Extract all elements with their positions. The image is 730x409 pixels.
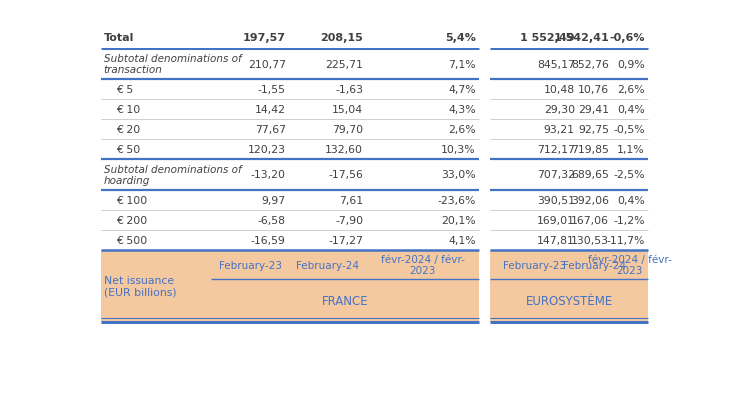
- Text: 7,1%: 7,1%: [448, 59, 476, 70]
- Text: 10,48: 10,48: [544, 85, 575, 95]
- Text: 169,01: 169,01: [537, 216, 575, 225]
- Text: 390,51: 390,51: [537, 196, 575, 205]
- Text: € 20: € 20: [116, 125, 140, 135]
- Text: -1,2%: -1,2%: [613, 216, 645, 225]
- Text: 1 552,49: 1 552,49: [520, 34, 575, 43]
- Text: 79,70: 79,70: [332, 125, 364, 135]
- Text: 197,57: 197,57: [243, 34, 285, 43]
- Text: 10,76: 10,76: [578, 85, 609, 95]
- Text: 33,0%: 33,0%: [441, 170, 476, 180]
- Text: -0,6%: -0,6%: [609, 34, 645, 43]
- Text: -0,5%: -0,5%: [613, 125, 645, 135]
- Text: 707,32: 707,32: [537, 170, 575, 180]
- Text: févr-2024 / févr-
2023: févr-2024 / févr- 2023: [588, 254, 672, 276]
- Text: -17,27: -17,27: [328, 235, 364, 245]
- Text: -13,20: -13,20: [251, 170, 285, 180]
- Text: 9,97: 9,97: [261, 196, 285, 205]
- Text: 7,61: 7,61: [339, 196, 364, 205]
- Bar: [101, 250, 479, 322]
- Text: 0,4%: 0,4%: [617, 196, 645, 205]
- Text: 2,6%: 2,6%: [448, 125, 476, 135]
- Text: 14,42: 14,42: [255, 105, 285, 115]
- Text: -1,55: -1,55: [258, 85, 285, 95]
- Text: € 50: € 50: [116, 145, 140, 155]
- Text: 29,41: 29,41: [578, 105, 609, 115]
- Text: 5,4%: 5,4%: [445, 34, 476, 43]
- Text: € 200: € 200: [116, 216, 147, 225]
- Text: -11,7%: -11,7%: [606, 235, 645, 245]
- Text: 1,1%: 1,1%: [617, 145, 645, 155]
- Text: Net issuance
(EUR billions): Net issuance (EUR billions): [104, 275, 176, 297]
- Text: 77,67: 77,67: [255, 125, 285, 135]
- Text: FRANCE: FRANCE: [322, 294, 369, 307]
- Text: 4,7%: 4,7%: [448, 85, 476, 95]
- Text: 2,6%: 2,6%: [617, 85, 645, 95]
- Text: EUROSYSTÈME: EUROSYSTÈME: [526, 294, 612, 307]
- Text: 210,77: 210,77: [247, 59, 285, 70]
- Text: February-24: February-24: [564, 260, 626, 270]
- Text: -1,63: -1,63: [335, 85, 364, 95]
- Text: 225,71: 225,71: [326, 59, 364, 70]
- Text: € 5: € 5: [116, 85, 134, 95]
- Text: February-23: February-23: [218, 260, 282, 270]
- Text: 689,65: 689,65: [571, 170, 609, 180]
- Text: 147,81: 147,81: [537, 235, 575, 245]
- Text: 0,9%: 0,9%: [617, 59, 645, 70]
- Text: 92,75: 92,75: [578, 125, 609, 135]
- Text: 845,17: 845,17: [537, 59, 575, 70]
- Text: -23,6%: -23,6%: [437, 196, 476, 205]
- Text: February-23: February-23: [503, 260, 566, 270]
- Text: -7,90: -7,90: [335, 216, 364, 225]
- Text: 208,15: 208,15: [320, 34, 364, 43]
- Text: Subtotal denominations of
hoarding: Subtotal denominations of hoarding: [104, 164, 242, 186]
- Text: -2,5%: -2,5%: [613, 170, 645, 180]
- Text: € 100: € 100: [116, 196, 147, 205]
- Text: 392,06: 392,06: [571, 196, 609, 205]
- Text: 120,23: 120,23: [247, 145, 285, 155]
- Text: 10,3%: 10,3%: [441, 145, 476, 155]
- Text: -16,59: -16,59: [251, 235, 285, 245]
- Text: 132,60: 132,60: [326, 145, 364, 155]
- Text: 712,17: 712,17: [537, 145, 575, 155]
- Text: -17,56: -17,56: [328, 170, 364, 180]
- Text: February-24: February-24: [296, 260, 359, 270]
- Text: 15,04: 15,04: [332, 105, 364, 115]
- Text: 0,4%: 0,4%: [617, 105, 645, 115]
- Text: 93,21: 93,21: [544, 125, 575, 135]
- Text: 4,1%: 4,1%: [448, 235, 476, 245]
- Text: 719,85: 719,85: [571, 145, 609, 155]
- Bar: [491, 250, 648, 322]
- Text: € 500: € 500: [116, 235, 147, 245]
- Text: Total: Total: [104, 34, 134, 43]
- Text: févr-2024 / févr-
2023: févr-2024 / févr- 2023: [380, 254, 464, 276]
- Text: € 10: € 10: [116, 105, 140, 115]
- Text: 4,3%: 4,3%: [448, 105, 476, 115]
- Text: 29,30: 29,30: [544, 105, 575, 115]
- Text: 852,76: 852,76: [571, 59, 609, 70]
- Text: 167,06: 167,06: [571, 216, 609, 225]
- Text: 130,53: 130,53: [571, 235, 609, 245]
- Text: -6,58: -6,58: [258, 216, 285, 225]
- Text: 20,1%: 20,1%: [441, 216, 476, 225]
- Text: Subtotal denominations of
transaction: Subtotal denominations of transaction: [104, 54, 242, 75]
- Text: 1 542,41: 1 542,41: [554, 34, 609, 43]
